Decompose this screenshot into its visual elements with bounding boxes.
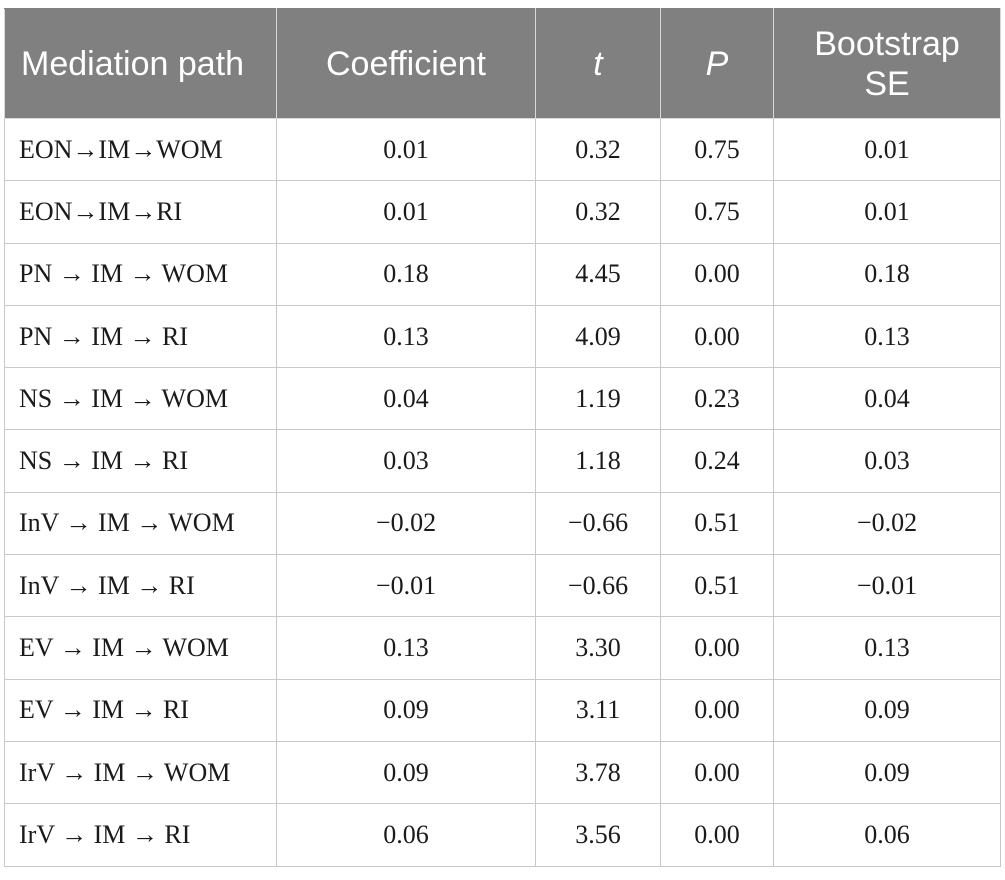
cell-coefficient: −0.02 (276, 491, 536, 556)
table-header: Mediation path Coefficient t P Bootstrap… (4, 8, 1001, 119)
table-row: EV → IM → RI 0.09 3.11 0.00 0.09 (4, 678, 1001, 742)
cell-p: 0.00 (660, 803, 774, 867)
cell-mediation-path: IrV → IM → WOM (4, 740, 277, 805)
cell-mediation-path: EV → IM → WOM (4, 616, 277, 680)
cell-p: 0.00 (660, 242, 774, 306)
table-row: EON→IM→WOM 0.01 0.32 0.75 0.01 (4, 117, 1001, 182)
table-row: InV → IM → RI −0.01 −0.66 0.51 −0.01 (4, 554, 1001, 618)
cell-t: 1.18 (535, 429, 661, 493)
cell-coefficient: 0.04 (276, 367, 536, 431)
table-body: EON→IM→WOM 0.01 0.32 0.75 0.01 EON→IM→RI 0.01 0… (4, 117, 1001, 867)
table-row: NS → IM → WOM 0.04 1.19 0.23 0.04 (4, 367, 1001, 431)
cell-mediation-path: EV → IM → RI (4, 678, 277, 742)
table-row: InV → IM → WOM −0.02 −0.66 0.51 −0.02 (4, 491, 1001, 556)
cell-t: 3.56 (535, 803, 661, 867)
mediation-table: Mediation path Coefficient t P Bootstrap… (4, 8, 1001, 867)
cell-coefficient: 0.03 (276, 429, 536, 493)
cell-coefficient: 0.09 (276, 740, 536, 805)
cell-t: 3.11 (535, 678, 661, 742)
header-t: t (535, 8, 661, 119)
cell-t: −0.66 (535, 491, 661, 556)
cell-p: 0.75 (660, 180, 774, 244)
cell-p: 0.00 (660, 678, 774, 742)
cell-bootstrap-se: 0.13 (773, 616, 1001, 680)
cell-mediation-path: InV → IM → WOM (4, 491, 277, 556)
cell-t: −0.66 (535, 554, 661, 618)
table-row: IrV → IM → RI 0.06 3.56 0.00 0.06 (4, 803, 1001, 867)
cell-t: 3.30 (535, 616, 661, 680)
cell-bootstrap-se: 0.09 (773, 740, 1001, 805)
cell-p: 0.23 (660, 367, 774, 431)
cell-mediation-path: EON→IM→RI (4, 180, 277, 244)
cell-coefficient: 0.13 (276, 304, 536, 369)
header-mediation-path: Mediation path (4, 8, 277, 119)
cell-p: 0.00 (660, 740, 774, 805)
cell-bootstrap-se: 0.18 (773, 242, 1001, 306)
cell-coefficient: 0.01 (276, 180, 536, 244)
table-row: EON→IM→RI 0.01 0.32 0.75 0.01 (4, 180, 1001, 244)
table-row: PN → IM → RI 0.13 4.09 0.00 0.13 (4, 304, 1001, 369)
cell-mediation-path: NS → IM → RI (4, 429, 277, 493)
header-row: Mediation path Coefficient t P Bootstrap… (4, 8, 1001, 119)
cell-mediation-path: EON→IM→WOM (4, 117, 277, 182)
table-row: NS → IM → RI 0.03 1.18 0.24 0.03 (4, 429, 1001, 493)
cell-mediation-path: PN → IM → RI (4, 304, 277, 369)
cell-coefficient: 0.01 (276, 117, 536, 182)
cell-bootstrap-se: −0.01 (773, 554, 1001, 618)
cell-p: 0.24 (660, 429, 774, 493)
header-bootstrap-se: Bootstrap SE (773, 8, 1001, 119)
cell-bootstrap-se: 0.01 (773, 117, 1001, 182)
cell-t: 3.78 (535, 740, 661, 805)
cell-bootstrap-se: 0.01 (773, 180, 1001, 244)
cell-t: 1.19 (535, 367, 661, 431)
cell-bootstrap-se: −0.02 (773, 491, 1001, 556)
cell-coefficient: 0.13 (276, 616, 536, 680)
cell-t: 4.45 (535, 242, 661, 306)
cell-t: 0.32 (535, 180, 661, 244)
cell-bootstrap-se: 0.13 (773, 304, 1001, 369)
cell-t: 4.09 (535, 304, 661, 369)
table-row: EV → IM → WOM 0.13 3.30 0.00 0.13 (4, 616, 1001, 680)
cell-coefficient: 0.06 (276, 803, 536, 867)
cell-p: 0.75 (660, 117, 774, 182)
cell-bootstrap-se: 0.04 (773, 367, 1001, 431)
cell-coefficient: 0.18 (276, 242, 536, 306)
cell-mediation-path: PN → IM → WOM (4, 242, 277, 306)
table-row: IrV → IM → WOM 0.09 3.78 0.00 0.09 (4, 740, 1001, 805)
cell-mediation-path: InV → IM → RI (4, 554, 277, 618)
table-row: PN → IM → WOM 0.18 4.45 0.00 0.18 (4, 242, 1001, 306)
cell-bootstrap-se: 0.06 (773, 803, 1001, 867)
cell-p: 0.00 (660, 616, 774, 680)
cell-mediation-path: NS → IM → WOM (4, 367, 277, 431)
cell-bootstrap-se: 0.03 (773, 429, 1001, 493)
cell-p: 0.00 (660, 304, 774, 369)
cell-coefficient: −0.01 (276, 554, 536, 618)
cell-p: 0.51 (660, 554, 774, 618)
cell-coefficient: 0.09 (276, 678, 536, 742)
header-p: P (660, 8, 774, 119)
cell-t: 0.32 (535, 117, 661, 182)
header-coefficient: Coefficient (276, 8, 536, 119)
cell-bootstrap-se: 0.09 (773, 678, 1001, 742)
cell-mediation-path: IrV → IM → RI (4, 803, 277, 867)
cell-p: 0.51 (660, 491, 774, 556)
